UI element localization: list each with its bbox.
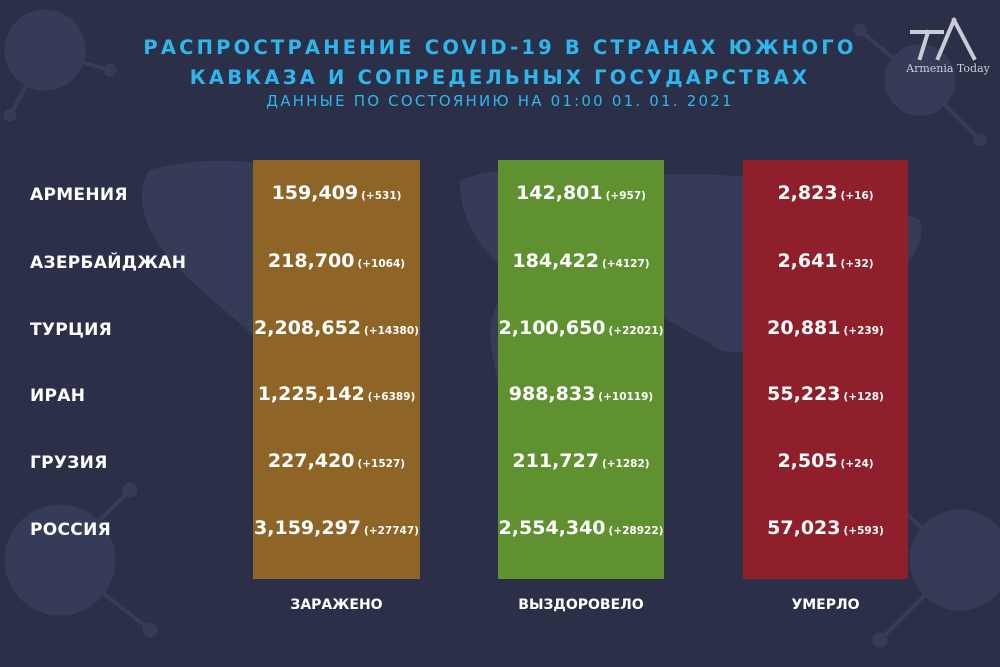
infected-column-label: ЗАРАЖЕНО [290, 597, 383, 613]
deaths-cell: 2,641 (+32) [743, 250, 908, 272]
infected-delta: (+531) [361, 190, 402, 202]
infected-cell: 227,420 (+1527) [253, 450, 420, 472]
recovered-delta: (+957) [605, 190, 646, 202]
recovered-cell: 988,833 (+10119) [498, 383, 664, 405]
infected-value: 218,700 [267, 250, 355, 272]
subtitle: ДАННЫЕ ПО СОСТОЯНИЮ НА 01:00 01. 01. 202… [266, 92, 734, 110]
recovered-value: 2,554,340 [498, 517, 606, 539]
infected-cell: 1,225,142 (+6389) [253, 383, 420, 405]
recovered-value: 988,833 [508, 383, 596, 405]
logo-text: Armenia Today [906, 62, 990, 75]
infected-value: 3,159,297 [254, 517, 362, 539]
infected-cell: 3,159,297 (+27747) [253, 517, 420, 539]
title-line-1: РАСПРОСТРАНЕНИЕ COVID-19 В СТРАНАХ ЮЖНОГ… [143, 36, 857, 59]
infected-delta: (+14380) [364, 325, 419, 337]
deaths-delta: (+239) [843, 325, 884, 337]
deaths-value: 55,223 [767, 383, 841, 405]
deaths-column [743, 160, 908, 579]
title-line-2: КАВКАЗА И СОПРЕДЕЛЬНЫХ ГОСУДАРСТВАХ [189, 66, 811, 89]
recovered-value: 2,100,650 [498, 317, 606, 339]
infected-cell: 218,700 (+1064) [253, 250, 420, 272]
deaths-cell: 57,023 (+593) [743, 517, 908, 539]
infected-cell: 2,208,652 (+14380) [253, 317, 420, 339]
country-label: ИРАН [30, 386, 86, 406]
infected-value: 2,208,652 [254, 317, 362, 339]
country-label: АРМЕНИЯ [30, 185, 128, 205]
infected-value: 159,409 [271, 182, 359, 204]
country-label: ГРУЗИЯ [30, 453, 108, 473]
deaths-delta: (+16) [840, 190, 874, 202]
recovered-delta: (+22021) [608, 325, 664, 337]
recovered-cell: 2,100,650 (+22021) [498, 317, 664, 339]
recovered-column-label: ВЫЗДОРОВЕЛО [518, 597, 644, 613]
recovered-delta: (+28922) [608, 525, 664, 537]
virus-particles [3, 9, 1000, 648]
recovered-cell: 2,554,340 (+28922) [498, 517, 664, 539]
deaths-cell: 2,505 (+24) [743, 450, 908, 472]
deaths-column-label: УМЕРЛО [791, 597, 860, 613]
armenia-today-logo-icon [910, 17, 977, 61]
deaths-cell: 55,223 (+128) [743, 383, 908, 405]
deaths-value: 2,505 [777, 450, 838, 472]
infected-value: 1,225,142 [257, 383, 365, 405]
infected-delta: (+1064) [357, 258, 406, 270]
infected-column [253, 160, 420, 579]
infected-delta: (+27747) [364, 525, 419, 537]
armenia-today-logo: Armenia Today [898, 14, 998, 80]
recovered-value: 211,727 [512, 450, 599, 472]
infected-value: 227,420 [267, 450, 355, 472]
infected-delta: (+1527) [357, 458, 406, 470]
deaths-value: 57,023 [767, 517, 841, 539]
deaths-delta: (+32) [840, 258, 874, 270]
deaths-delta: (+593) [843, 525, 884, 537]
recovered-cell: 211,727 (+1282) [498, 450, 664, 472]
infected-delta: (+6389) [367, 391, 416, 403]
deaths-value: 2,823 [777, 182, 838, 204]
country-label: АЗЕРБАЙДЖАН [30, 253, 187, 273]
recovered-delta: (+10119) [598, 391, 654, 403]
deaths-value: 2,641 [777, 250, 838, 272]
deaths-delta: (+24) [840, 458, 874, 470]
country-label: ТУРЦИЯ [30, 320, 113, 340]
deaths-cell: 20,881 (+239) [743, 317, 908, 339]
recovered-value: 184,422 [512, 250, 599, 272]
recovered-value: 142,801 [516, 182, 603, 204]
recovered-delta: (+1282) [601, 458, 650, 470]
recovered-cell: 184,422 (+4127) [498, 250, 664, 272]
recovered-column [498, 160, 664, 579]
country-label: РОССИЯ [30, 520, 111, 540]
recovered-cell: 142,801 (+957) [498, 182, 664, 204]
recovered-delta: (+4127) [601, 258, 650, 270]
deaths-value: 20,881 [767, 317, 841, 339]
deaths-cell: 2,823 (+16) [743, 182, 908, 204]
deaths-delta: (+128) [843, 391, 884, 403]
infected-cell: 159,409 (+531) [253, 182, 420, 204]
